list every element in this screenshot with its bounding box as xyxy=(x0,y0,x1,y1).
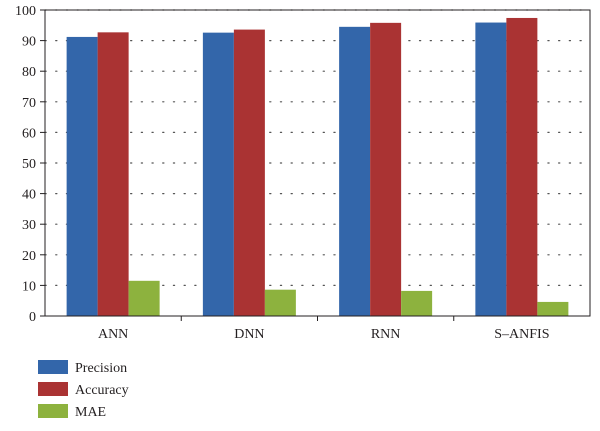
legend-swatch-mae xyxy=(38,404,68,418)
y-tick-label: 0 xyxy=(29,310,36,325)
y-tick-label: 80 xyxy=(22,65,36,80)
bar-accuracy-sanfis xyxy=(506,17,538,317)
y-tick-label: 60 xyxy=(22,126,36,141)
bar-accuracy-dnn xyxy=(233,29,265,317)
bar-mae-dnn xyxy=(264,289,296,316)
legend-label-accuracy: Accuracy xyxy=(75,383,129,398)
bar-precision-ann xyxy=(66,36,98,316)
bar-precision-rnn xyxy=(339,26,371,317)
y-tick-label: 30 xyxy=(22,218,36,233)
bar-precision-sanfis xyxy=(475,22,507,317)
y-tick-label: 40 xyxy=(22,188,36,203)
legend-swatch-precision xyxy=(38,360,68,374)
bar-accuracy-ann xyxy=(97,32,129,316)
legend-swatch-accuracy xyxy=(38,382,68,396)
x-tick-label: DNN xyxy=(234,327,264,342)
legend-label-precision: Precision xyxy=(75,361,127,376)
y-tick-label: 10 xyxy=(22,279,36,294)
y-tick-label: 50 xyxy=(22,157,36,172)
x-tick-label: RNN xyxy=(371,327,401,342)
legend-label-mae: MAE xyxy=(75,405,106,420)
x-tick-label: S–ANFIS xyxy=(494,327,549,342)
y-tick-label: 90 xyxy=(22,35,36,50)
bar-mae-ann xyxy=(128,280,160,316)
axes: 0 10 20 30 40 50 60 70 80 90 100 ANN DNN RNN S–ANFIS xyxy=(15,4,591,342)
x-tick-label: ANN xyxy=(98,327,128,342)
bars xyxy=(66,17,569,317)
bar-accuracy-rnn xyxy=(370,22,402,317)
y-tick-label: 100 xyxy=(15,4,36,19)
legend: Precision Accuracy MAE xyxy=(38,360,129,420)
bar-mae-rnn xyxy=(401,290,433,316)
bar-mae-sanfis xyxy=(537,301,569,316)
bar-precision-dnn xyxy=(202,32,234,316)
y-tick-label: 70 xyxy=(22,96,36,111)
y-tick-label: 20 xyxy=(22,249,36,264)
